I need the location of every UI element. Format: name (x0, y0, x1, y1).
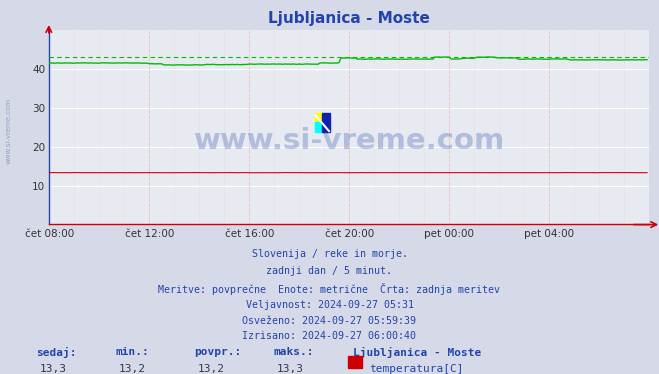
Text: Izrisano: 2024-09-27 06:00:40: Izrisano: 2024-09-27 06:00:40 (243, 331, 416, 341)
Text: 13,3: 13,3 (40, 364, 66, 374)
Text: 13,3: 13,3 (277, 364, 303, 374)
Text: Osveženo: 2024-09-27 05:59:39: Osveženo: 2024-09-27 05:59:39 (243, 316, 416, 326)
Text: maks.:: maks.: (273, 347, 314, 357)
Bar (315, 122, 322, 132)
Bar (322, 113, 330, 132)
Text: 13,2: 13,2 (198, 364, 224, 374)
Text: Slovenija / reke in morje.: Slovenija / reke in morje. (252, 249, 407, 259)
Bar (348, 356, 362, 368)
Text: www.si-vreme.com: www.si-vreme.com (194, 127, 505, 155)
Text: povpr.:: povpr.: (194, 347, 242, 357)
Text: zadnji dan / 5 minut.: zadnji dan / 5 minut. (266, 266, 393, 276)
Text: min.:: min.: (115, 347, 149, 357)
Text: Ljubljanica - Moste: Ljubljanica - Moste (353, 347, 481, 358)
Text: temperatura[C]: temperatura[C] (369, 364, 463, 374)
Text: sedaj:: sedaj: (36, 347, 76, 358)
Text: Meritve: povprečne  Enote: metrične  Črta: zadnja meritev: Meritve: povprečne Enote: metrične Črta:… (159, 283, 500, 295)
Title: Ljubljanica - Moste: Ljubljanica - Moste (268, 11, 430, 26)
Bar (315, 113, 322, 122)
Text: www.si-vreme.com: www.si-vreme.com (5, 98, 11, 164)
Text: 13,2: 13,2 (119, 364, 145, 374)
Text: Veljavnost: 2024-09-27 05:31: Veljavnost: 2024-09-27 05:31 (246, 300, 413, 310)
